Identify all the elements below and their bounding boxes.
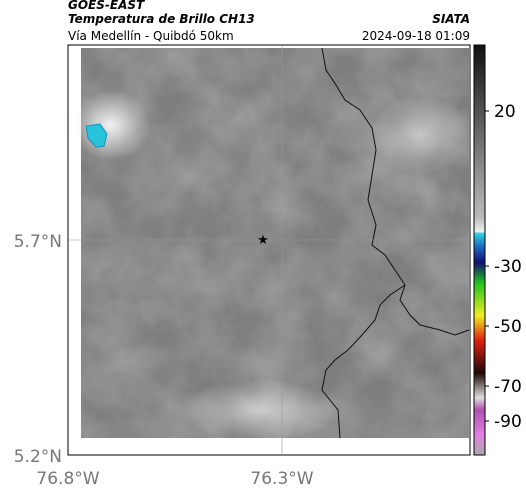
city-marker: ★ — [257, 233, 269, 248]
cold-cloud — [85, 123, 108, 148]
region: Vía Medellín - Quibdó 50km — [68, 29, 234, 43]
colorbar — [473, 44, 486, 456]
map: ★ — [67, 44, 471, 456]
satellite: GOES-EAST — [68, 0, 145, 12]
source: SIATA — [432, 12, 470, 26]
cloud — [70, 90, 150, 160]
timestamp: 2024-09-18 01:09 — [362, 29, 470, 43]
colorbar-ticks: 20 -30 -50 -70 -90 — [485, 102, 522, 432]
colorbar-label: 20 — [494, 102, 516, 122]
lon-label: 76.3°W — [250, 469, 313, 489]
colorbar-label: -70 — [494, 377, 522, 397]
product: Temperatura de Brillo CH13 — [68, 12, 255, 26]
colorbar-label: -30 — [494, 257, 522, 277]
lat-label: 5.7°N — [14, 232, 62, 252]
cloud — [370, 95, 470, 175]
lat-label: 5.2°N — [14, 447, 62, 467]
cloud — [180, 380, 340, 440]
border — [321, 47, 470, 439]
colorbar-label: -50 — [494, 317, 522, 337]
lon-label: 76.8°W — [36, 469, 99, 489]
colorbar-label: -90 — [494, 412, 522, 432]
